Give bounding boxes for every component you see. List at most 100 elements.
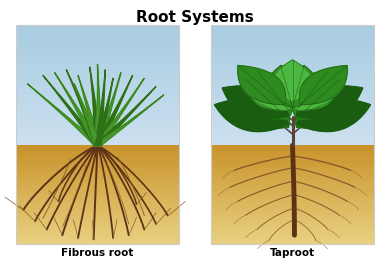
Bar [16, 172, 179, 173]
Bar [16, 196, 179, 198]
Bar [16, 139, 179, 141]
Bar [211, 87, 374, 89]
Bar [211, 63, 374, 65]
Bar [16, 158, 179, 160]
Bar [16, 222, 179, 224]
Bar [211, 173, 374, 175]
Bar [211, 185, 374, 186]
Bar [211, 45, 374, 47]
Bar [16, 168, 179, 170]
Bar [16, 51, 179, 53]
Bar [211, 61, 374, 63]
Bar [16, 63, 179, 65]
Polygon shape [300, 66, 347, 105]
Bar [211, 41, 374, 43]
Bar [211, 224, 374, 226]
Bar [211, 115, 374, 117]
Polygon shape [95, 87, 156, 147]
Bar [16, 97, 179, 99]
Bar [211, 206, 374, 207]
Bar [211, 219, 374, 221]
Bar [211, 211, 374, 213]
Bar [16, 59, 179, 61]
Bar [16, 229, 179, 230]
Bar [211, 25, 374, 244]
Bar [211, 31, 374, 33]
Bar [211, 209, 374, 211]
Bar [211, 152, 374, 153]
Bar [16, 123, 179, 125]
Bar [16, 213, 179, 214]
Bar [16, 109, 179, 111]
Bar [16, 125, 179, 127]
Bar [211, 27, 374, 29]
Bar [16, 103, 179, 105]
Text: Root Systems: Root Systems [136, 10, 254, 25]
Bar [211, 137, 374, 139]
Bar [211, 207, 374, 209]
Text: Taproot: Taproot [270, 248, 315, 258]
Bar [16, 227, 179, 229]
Bar [211, 160, 374, 162]
Polygon shape [296, 99, 370, 132]
Bar [16, 41, 179, 43]
Bar [16, 234, 179, 235]
Bar [16, 135, 179, 137]
Bar [211, 221, 374, 222]
Bar [211, 113, 374, 115]
Bar [16, 226, 179, 227]
Bar [211, 131, 374, 133]
Polygon shape [296, 86, 363, 119]
Bar [211, 55, 374, 57]
Polygon shape [43, 75, 100, 146]
Bar [211, 165, 374, 167]
Bar [211, 147, 374, 149]
Polygon shape [96, 95, 164, 147]
Bar [211, 232, 374, 234]
Bar [16, 81, 179, 83]
Bar [211, 172, 374, 173]
Bar [211, 127, 374, 129]
Bar [211, 188, 374, 190]
Bar [16, 186, 179, 188]
Bar [211, 133, 374, 135]
Bar [16, 105, 179, 107]
Bar [211, 204, 374, 206]
Bar [211, 190, 374, 191]
Bar [16, 145, 179, 147]
Bar [211, 57, 374, 59]
Bar [211, 214, 374, 216]
Bar [211, 180, 374, 181]
Bar [211, 89, 374, 91]
Bar [211, 201, 374, 203]
Bar [16, 150, 179, 152]
Bar [16, 198, 179, 199]
Bar [211, 149, 374, 150]
Bar [211, 158, 374, 160]
Bar [16, 216, 179, 217]
Bar [16, 119, 179, 121]
Bar [16, 79, 179, 81]
Bar [211, 93, 374, 95]
Bar [16, 217, 179, 219]
Bar [211, 81, 374, 83]
Bar [211, 153, 374, 155]
Bar [211, 198, 374, 199]
Bar [211, 109, 374, 111]
Bar [211, 199, 374, 201]
Bar [211, 119, 374, 121]
Bar [16, 31, 179, 33]
Bar [211, 175, 374, 176]
Bar [16, 162, 179, 163]
Bar [211, 111, 374, 113]
Bar [211, 71, 374, 73]
Bar [211, 103, 374, 105]
Bar [16, 175, 179, 176]
Bar [16, 121, 179, 123]
Polygon shape [94, 73, 121, 146]
Bar [16, 155, 179, 157]
Bar [211, 168, 374, 170]
Bar [16, 206, 179, 207]
Bar [211, 145, 374, 147]
Bar [16, 181, 179, 183]
